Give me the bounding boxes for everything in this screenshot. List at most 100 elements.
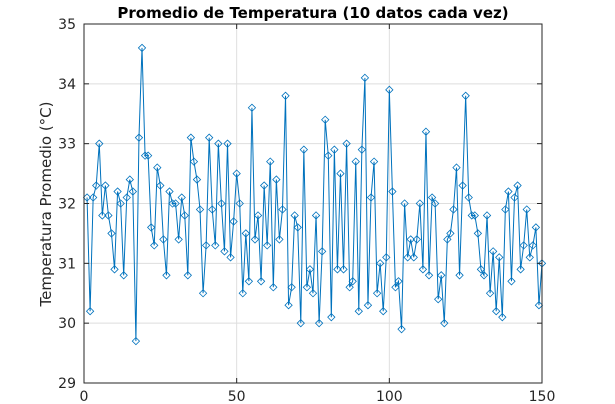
data-point xyxy=(501,205,510,214)
data-point xyxy=(88,193,98,202)
data-point xyxy=(189,157,199,166)
data-point xyxy=(165,187,174,196)
data-point xyxy=(211,241,220,250)
data-point xyxy=(528,241,538,250)
data-point xyxy=(147,223,156,232)
data-point xyxy=(244,277,254,286)
data-point xyxy=(266,157,275,166)
data-point xyxy=(455,271,464,280)
data-point xyxy=(495,253,504,262)
data-point xyxy=(192,175,202,184)
data-point xyxy=(220,247,229,256)
data-point xyxy=(409,253,418,262)
data-point xyxy=(412,235,421,244)
data-point xyxy=(385,85,394,94)
data-point xyxy=(415,199,425,208)
data-point xyxy=(235,199,244,208)
data-point xyxy=(284,301,293,310)
data-point xyxy=(208,205,217,214)
data-point xyxy=(379,307,388,316)
data-point xyxy=(446,229,455,238)
data-point xyxy=(339,265,348,274)
x-tick-label: 100 xyxy=(376,389,403,404)
data-point xyxy=(143,151,153,160)
data-point xyxy=(430,199,440,208)
data-point xyxy=(162,271,171,280)
data-point xyxy=(348,277,357,286)
data-series xyxy=(82,43,547,346)
data-point xyxy=(131,336,141,346)
data-point xyxy=(177,193,186,202)
data-point xyxy=(366,193,376,202)
data-point xyxy=(421,127,431,136)
data-point xyxy=(452,163,461,172)
data-point xyxy=(437,271,446,280)
data-point xyxy=(519,241,528,250)
data-point xyxy=(308,289,318,298)
data-point xyxy=(360,73,370,83)
data-point xyxy=(253,211,263,220)
data-point xyxy=(424,271,434,280)
data-point xyxy=(272,175,281,184)
series-line xyxy=(86,47,543,342)
data-point xyxy=(482,211,492,220)
grid-lines xyxy=(84,24,542,383)
data-point xyxy=(82,193,92,202)
axes: 0 50 100 150 29 30 31 32 33 34 35 xyxy=(58,17,555,404)
data-point xyxy=(263,241,272,250)
data-point xyxy=(314,319,324,328)
data-point xyxy=(174,235,183,244)
x-tick-label: 0 xyxy=(80,389,89,404)
data-point xyxy=(110,265,119,274)
data-point xyxy=(287,283,296,292)
data-point xyxy=(467,211,476,220)
data-point xyxy=(443,235,452,244)
data-point xyxy=(107,229,116,238)
data-point xyxy=(278,205,287,214)
data-point xyxy=(116,199,125,208)
data-point xyxy=(382,253,391,262)
data-point xyxy=(232,169,241,178)
data-point xyxy=(275,235,284,244)
data-point xyxy=(336,169,345,178)
data-point xyxy=(363,301,373,310)
data-point xyxy=(186,133,196,142)
data-point xyxy=(269,283,278,292)
y-tick-label: 35 xyxy=(58,17,76,33)
data-point xyxy=(113,187,122,196)
data-point xyxy=(201,241,211,250)
data-point xyxy=(376,259,385,268)
data-point xyxy=(299,145,309,154)
data-point xyxy=(324,151,333,160)
data-point xyxy=(504,187,513,196)
data-point xyxy=(217,199,226,208)
data-point xyxy=(403,253,412,262)
data-point xyxy=(342,139,351,148)
data-point xyxy=(259,181,269,190)
data-point xyxy=(214,139,223,148)
data-point xyxy=(302,283,312,292)
data-point xyxy=(156,181,165,190)
data-point xyxy=(305,265,315,274)
data-point xyxy=(85,307,95,316)
data-point xyxy=(333,265,342,274)
data-point xyxy=(205,133,214,142)
data-point xyxy=(391,283,400,292)
y-tick-label: 31 xyxy=(58,256,76,272)
data-point xyxy=(104,211,113,220)
data-point xyxy=(345,283,354,292)
data-point xyxy=(101,181,110,190)
data-point xyxy=(388,187,397,196)
data-point xyxy=(488,247,498,256)
data-point xyxy=(281,91,290,100)
data-point xyxy=(159,235,168,244)
y-tick-label: 29 xyxy=(58,376,76,392)
data-point xyxy=(513,181,522,190)
data-point xyxy=(293,223,302,232)
data-point xyxy=(479,271,489,280)
data-point xyxy=(507,277,516,286)
y-tick-label: 34 xyxy=(58,77,76,93)
data-point xyxy=(434,295,443,304)
data-point xyxy=(372,289,382,298)
